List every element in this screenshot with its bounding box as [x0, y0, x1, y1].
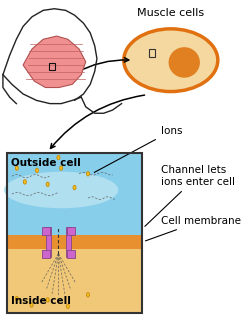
Text: Ions: Ions	[94, 126, 182, 172]
Circle shape	[60, 166, 63, 170]
Circle shape	[86, 172, 90, 176]
Circle shape	[30, 303, 33, 307]
Ellipse shape	[4, 172, 118, 208]
Text: Muscle cells: Muscle cells	[137, 8, 204, 18]
FancyBboxPatch shape	[66, 227, 71, 257]
Circle shape	[73, 185, 76, 190]
Ellipse shape	[124, 29, 218, 91]
Text: Cell membrane: Cell membrane	[146, 216, 241, 241]
FancyBboxPatch shape	[8, 153, 142, 234]
Circle shape	[15, 166, 18, 170]
Text: Inside cell: Inside cell	[12, 296, 71, 306]
Polygon shape	[23, 36, 86, 88]
Text: Outside cell: Outside cell	[12, 158, 81, 168]
FancyBboxPatch shape	[8, 234, 142, 249]
Circle shape	[36, 168, 38, 173]
Circle shape	[66, 304, 69, 308]
FancyBboxPatch shape	[67, 250, 75, 258]
Circle shape	[46, 298, 49, 302]
Circle shape	[23, 180, 26, 184]
Circle shape	[15, 297, 18, 301]
Circle shape	[46, 182, 49, 186]
FancyBboxPatch shape	[8, 249, 142, 313]
Circle shape	[86, 293, 90, 297]
Text: Channel lets
ions enter cell: Channel lets ions enter cell	[145, 165, 235, 226]
Ellipse shape	[168, 47, 200, 78]
FancyBboxPatch shape	[42, 250, 50, 258]
FancyBboxPatch shape	[67, 227, 75, 234]
FancyBboxPatch shape	[46, 227, 51, 257]
FancyBboxPatch shape	[42, 227, 50, 234]
Circle shape	[57, 155, 60, 160]
